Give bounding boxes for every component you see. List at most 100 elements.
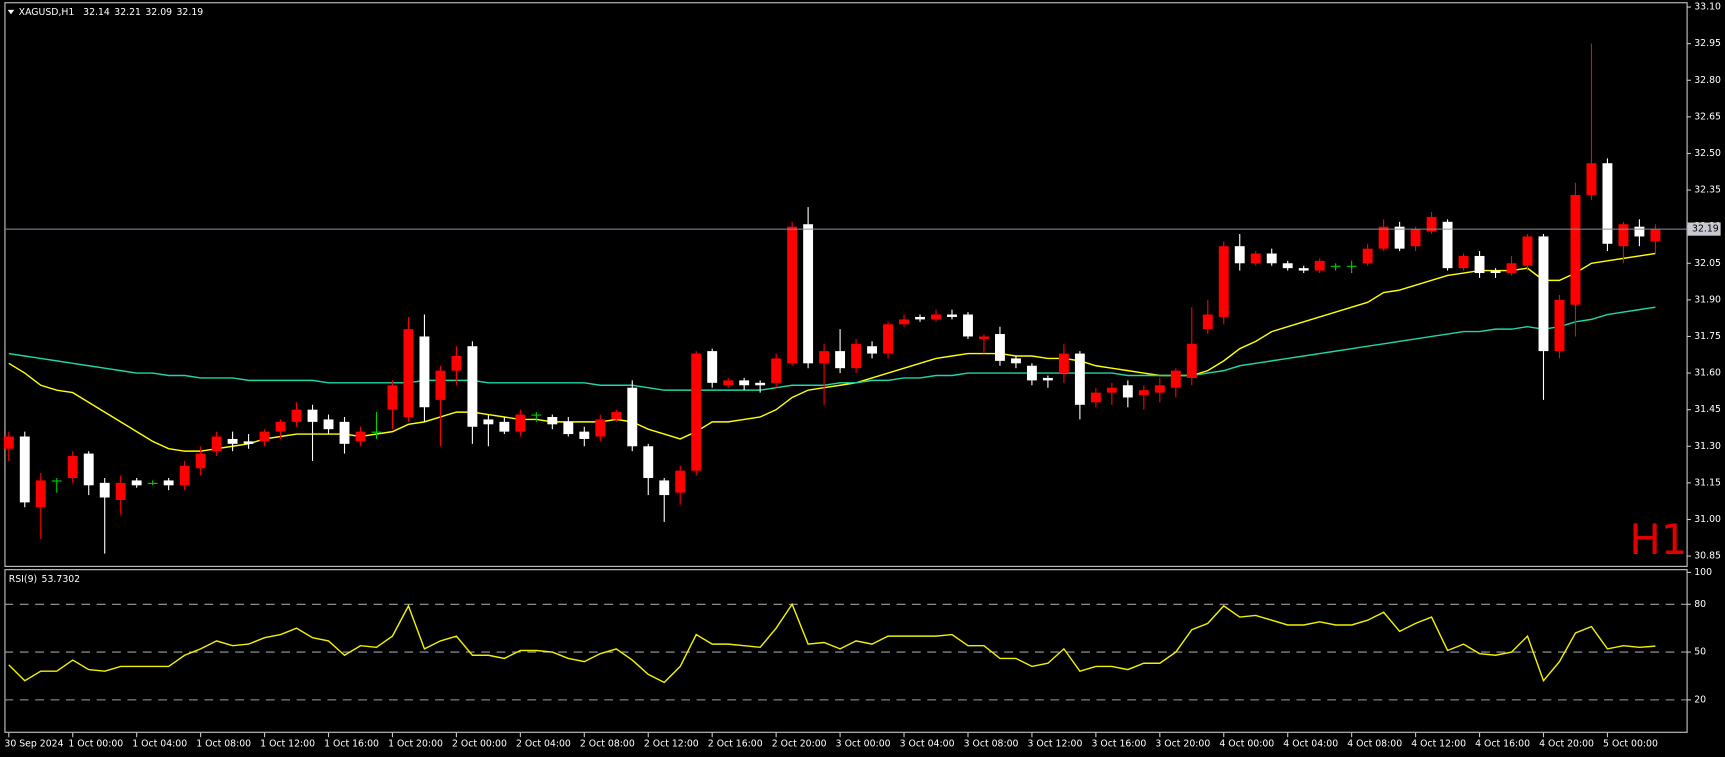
- candle-body: [1650, 229, 1661, 242]
- ohlc-open: 32.14: [83, 7, 110, 18]
- candle-body: [643, 446, 654, 478]
- candle-body: [1490, 270, 1501, 274]
- x-tick-label: 1 Oct 16:00: [324, 738, 379, 749]
- price-label-box: [1687, 222, 1721, 236]
- candle-body: [1442, 221, 1453, 269]
- candle-body: [1202, 314, 1213, 330]
- candle-body: [307, 409, 318, 422]
- candle-body: [1250, 253, 1261, 264]
- candle-body: [1218, 246, 1229, 317]
- x-tick-label: 1 Oct 20:00: [388, 738, 443, 749]
- candle-body: [1138, 390, 1149, 396]
- candle-body: [899, 319, 909, 325]
- y-tick-label: 31.75: [1694, 331, 1721, 342]
- candle-body: [195, 453, 206, 469]
- ohlc-low: 32.09: [145, 7, 172, 18]
- candle-body: [675, 470, 686, 493]
- candle-body: [147, 482, 158, 484]
- candle-body: [755, 382, 766, 386]
- candle-body: [227, 438, 238, 444]
- candle-body: [35, 480, 46, 508]
- x-tick-label: 3 Oct 20:00: [1155, 738, 1210, 749]
- y-tick-label: 32.05: [1694, 258, 1721, 269]
- candle-body: [1378, 226, 1389, 249]
- candle-body: [275, 421, 286, 432]
- candle-body: [291, 409, 302, 422]
- x-tick-label: 4 Oct 08:00: [1347, 738, 1402, 749]
- y-tick-label: 31.90: [1694, 294, 1721, 305]
- candle-body: [883, 324, 893, 354]
- candle-body: [1474, 255, 1485, 274]
- x-tick-label: 1 Oct 04:00: [132, 738, 187, 749]
- x-tick-label: 2 Oct 08:00: [580, 738, 635, 749]
- candle-body: [739, 380, 750, 386]
- candle-body: [131, 480, 142, 486]
- candle-body: [371, 431, 382, 433]
- x-tick-label: 4 Oct 04:00: [1283, 738, 1338, 749]
- candle-body: [947, 314, 957, 317]
- symbol: XAGUSD,H1: [19, 7, 75, 18]
- candle-body: [1234, 246, 1245, 264]
- moving-average: [8, 252, 1656, 452]
- candle-body: [387, 385, 398, 410]
- y-tick-label: 32.80: [1694, 75, 1721, 86]
- x-tick-label: 4 Oct 12:00: [1411, 738, 1466, 749]
- candle-body: [163, 480, 174, 486]
- candle-body: [1042, 377, 1053, 381]
- y-tick-label: 30.85: [1694, 551, 1721, 562]
- candle-body: [323, 419, 334, 430]
- candle-body: [627, 387, 638, 447]
- y-tick-label: 31.45: [1694, 404, 1721, 415]
- candle-body: [1122, 385, 1133, 398]
- x-tick-label: 2 Oct 00:00: [452, 738, 507, 749]
- y-tick-label: 32.95: [1694, 38, 1721, 49]
- candle-body: [451, 355, 462, 371]
- candle-body: [99, 482, 110, 498]
- candle-body: [51, 480, 62, 482]
- candle-body: [1346, 265, 1357, 267]
- candle-body: [611, 412, 622, 420]
- candle-body: [1602, 163, 1613, 244]
- candle-body: [483, 419, 494, 425]
- rsi-line: [8, 602, 1656, 684]
- candle-body: [515, 414, 526, 432]
- candle-body: [115, 482, 126, 500]
- y-tick-label: 80: [1694, 599, 1706, 610]
- x-tick-label: 1 Oct 08:00: [196, 738, 251, 749]
- candle-body: [435, 370, 446, 400]
- candle-body: [547, 416, 558, 425]
- candle-body: [1554, 299, 1565, 352]
- candle-body: [835, 351, 846, 369]
- y-tick-label: 32.35: [1694, 185, 1721, 196]
- y-tick-label: 31.30: [1694, 441, 1721, 452]
- y-tick-label: 20: [1694, 694, 1706, 705]
- x-tick-label: 1 Oct 00:00: [68, 738, 123, 749]
- candle-body: [1058, 353, 1069, 374]
- y-tick-label: 33.10: [1694, 2, 1721, 13]
- candle-body: [1154, 385, 1165, 393]
- timeframe-label: H1: [1629, 515, 1687, 564]
- candle-body: [787, 226, 798, 364]
- candle-body: [723, 380, 734, 386]
- candle-body: [867, 346, 878, 354]
- x-tick-label: 3 Oct 16:00: [1091, 738, 1146, 749]
- candle-body: [259, 431, 270, 442]
- x-tick-label: 1 Oct 12:00: [260, 738, 315, 749]
- y-tick-label: 32.50: [1694, 148, 1721, 159]
- candle-body: [499, 421, 510, 432]
- candle-body: [531, 414, 542, 416]
- y-tick-label: 31.60: [1694, 368, 1721, 379]
- candle-body: [1282, 263, 1293, 269]
- candle-body: [851, 343, 862, 369]
- candle-body: [3, 436, 14, 449]
- x-tick-label: 3 Oct 12:00: [1028, 738, 1083, 749]
- candle-body: [579, 431, 590, 439]
- candle-body: [19, 436, 30, 503]
- candle-body: [563, 421, 574, 435]
- candle-body: [1106, 387, 1117, 393]
- candle-body: [355, 431, 366, 442]
- x-tick-label: 4 Oct 16:00: [1475, 738, 1530, 749]
- candle-body: [1506, 263, 1517, 274]
